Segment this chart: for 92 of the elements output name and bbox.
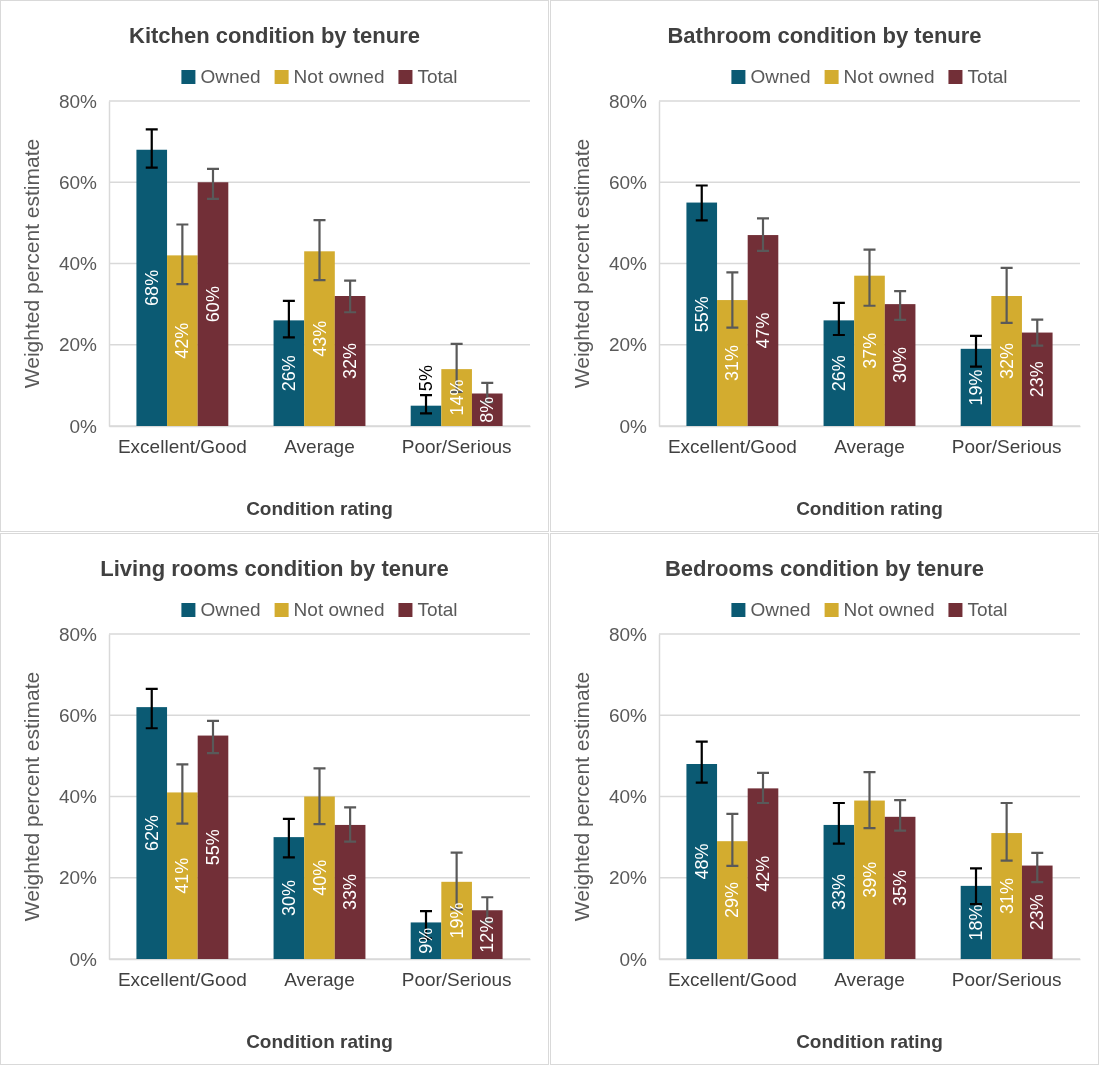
- data-label: 33%: [340, 873, 361, 910]
- x-tick-label: Average: [834, 436, 905, 458]
- data-label: 5%: [416, 365, 437, 392]
- data-label: 9%: [416, 927, 437, 954]
- legend-label: Owned: [200, 66, 261, 87]
- x-tick-label: Average: [284, 969, 355, 991]
- data-label: 35%: [890, 869, 911, 906]
- x-tick-label: Excellent/Good: [667, 969, 797, 991]
- data-label: 26%: [278, 355, 299, 392]
- x-tick-label: Excellent/Good: [117, 969, 247, 991]
- x-tick-label: Excellent/Good: [667, 436, 797, 458]
- y-tick-label: 80%: [608, 90, 648, 112]
- x-tick-label: Poor/Serious: [951, 969, 1062, 991]
- data-label: 26%: [828, 355, 849, 392]
- data-label: 43%: [309, 320, 330, 357]
- legend-label: Owned: [750, 66, 811, 87]
- x-axis-title: Condition rating: [246, 498, 393, 519]
- data-label: 8%: [477, 396, 498, 423]
- legend-label: Not owned: [843, 599, 935, 620]
- y-tick-label: 40%: [58, 253, 98, 275]
- legend-label: Total: [967, 599, 1008, 620]
- data-label: 23%: [1027, 894, 1048, 931]
- legend-label: Total: [417, 599, 458, 620]
- legend-label: Not owned: [293, 599, 385, 620]
- y-tick-label: 0%: [69, 948, 98, 970]
- legend-label: Owned: [200, 599, 261, 620]
- data-label: 42%: [172, 322, 193, 359]
- data-label: 19%: [446, 902, 467, 939]
- data-label: 23%: [1027, 361, 1048, 398]
- legend-label: Total: [417, 66, 458, 87]
- data-label: 19%: [966, 369, 987, 406]
- x-tick-label: Average: [834, 969, 905, 991]
- data-label: 39%: [859, 861, 880, 898]
- data-label: 55%: [691, 296, 712, 333]
- x-axis-title: Condition rating: [246, 1031, 393, 1052]
- y-tick-label: 80%: [58, 90, 98, 112]
- y-tick-label: 40%: [608, 786, 648, 808]
- data-label: 60%: [202, 286, 223, 323]
- chart-title: Bedrooms condition by tenure: [664, 556, 985, 581]
- y-axis-title: Weighted percent estimate: [20, 671, 43, 922]
- y-tick-label: 60%: [58, 171, 98, 193]
- data-label: 31%: [996, 878, 1017, 915]
- y-tick-label: 20%: [58, 867, 98, 889]
- y-tick-label: 60%: [608, 704, 648, 726]
- data-label: 48%: [691, 843, 712, 880]
- data-label: 47%: [752, 312, 773, 349]
- data-label: 18%: [966, 904, 987, 941]
- y-tick-label: 20%: [58, 334, 98, 356]
- data-label: 41%: [172, 857, 193, 894]
- y-tick-label: 40%: [608, 253, 648, 275]
- y-tick-label: 0%: [69, 415, 98, 437]
- data-label: 30%: [890, 347, 911, 384]
- data-label: 29%: [722, 882, 743, 919]
- x-axis-title: Condition rating: [796, 1031, 943, 1052]
- y-tick-label: 20%: [608, 867, 648, 889]
- data-label: 12%: [477, 916, 498, 953]
- data-label: 62%: [141, 815, 162, 852]
- data-label: 32%: [996, 342, 1017, 380]
- data-label: 33%: [828, 873, 849, 910]
- legend-label: Not owned: [843, 66, 935, 87]
- chart-title: Bathroom condition by tenure: [667, 23, 982, 48]
- y-tick-label: 0%: [619, 415, 648, 437]
- legend-label: Total: [967, 66, 1008, 87]
- legend-label: Not owned: [293, 66, 385, 87]
- y-tick-label: 60%: [58, 704, 98, 726]
- data-label: 37%: [859, 332, 880, 369]
- y-axis-title: Weighted percent estimate: [570, 671, 593, 922]
- chart-title: Living rooms condition by tenure: [100, 556, 449, 581]
- data-label: 30%: [278, 880, 299, 917]
- data-label: 31%: [722, 345, 743, 382]
- data-label: 14%: [446, 379, 467, 416]
- y-tick-label: 0%: [619, 948, 648, 970]
- x-tick-label: Poor/Serious: [951, 436, 1062, 458]
- y-tick-label: 60%: [608, 171, 648, 193]
- x-tick-label: Poor/Serious: [401, 969, 512, 991]
- y-axis-title: Weighted percent estimate: [570, 138, 593, 389]
- x-tick-label: Poor/Serious: [401, 436, 512, 458]
- legend-label: Owned: [750, 599, 811, 620]
- data-label: 55%: [202, 829, 223, 866]
- data-label: 32%: [340, 342, 361, 380]
- chart-title: Kitchen condition by tenure: [129, 23, 420, 48]
- data-label: 68%: [141, 269, 162, 306]
- y-tick-label: 80%: [608, 623, 648, 645]
- x-axis-title: Condition rating: [796, 498, 943, 519]
- y-tick-label: 40%: [58, 786, 98, 808]
- x-tick-label: Average: [284, 436, 355, 458]
- y-tick-label: 80%: [58, 623, 98, 645]
- y-tick-label: 20%: [608, 334, 648, 356]
- x-tick-label: Excellent/Good: [117, 436, 247, 458]
- y-axis-title: Weighted percent estimate: [20, 138, 43, 389]
- data-label: 40%: [309, 859, 330, 896]
- data-label: 42%: [752, 855, 773, 892]
